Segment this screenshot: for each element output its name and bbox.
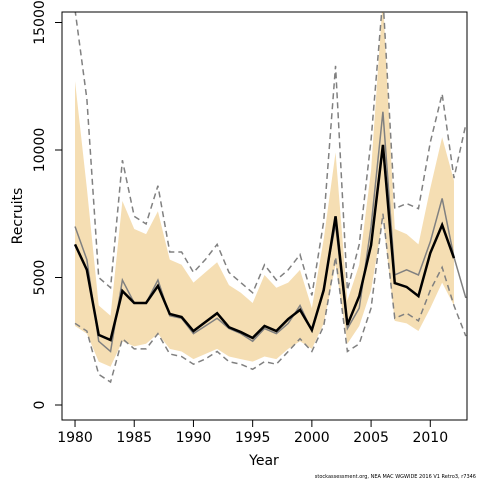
series-line [73,144,456,342]
y-tick-label: 15000 [32,0,48,45]
x-tick-label: 1985 [116,430,152,446]
y-axis-label: Recruits [10,188,26,245]
x-tick-label: 1995 [235,430,271,446]
plot-area [73,12,467,384]
y-tick-label: 5000 [32,260,48,296]
plot-frame [61,11,468,421]
x-tick-label: 1980 [57,430,93,446]
x-tick-label: 2005 [353,430,389,446]
x-tick-label: 1990 [176,430,212,446]
y-tick-label: 0 [32,401,48,410]
x-axis-label: Year [248,453,279,469]
y-tick-label: 10000 [32,128,48,173]
footnote: stockassessment.org, NEA MAC WGWIDE 2016… [315,474,476,480]
series-line [74,213,467,384]
series-line [74,12,467,296]
x-tick-label: 2010 [412,430,448,446]
x-tick-label: 2000 [294,430,330,446]
confidence-band [75,12,454,367]
